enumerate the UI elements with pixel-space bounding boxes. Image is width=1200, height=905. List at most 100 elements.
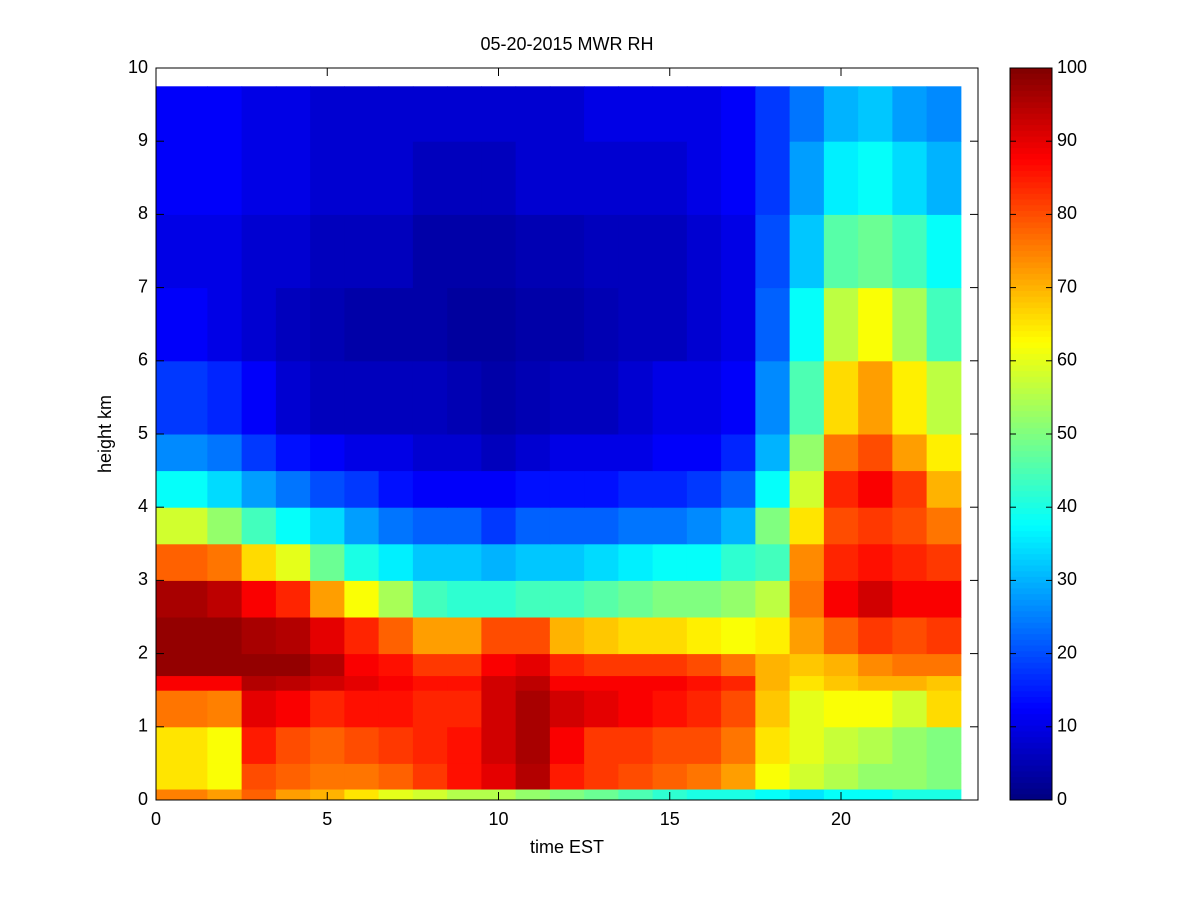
colorbar-step: [1010, 714, 1052, 721]
colorbar-step: [1010, 268, 1052, 275]
heat-cell: [412, 287, 448, 362]
heat-cell: [549, 789, 585, 801]
heat-cell: [652, 726, 688, 764]
heat-cell: [275, 726, 311, 764]
colorbar-step: [1010, 674, 1052, 681]
heat-cell: [721, 543, 756, 581]
heat-cell: [207, 470, 243, 508]
colorbar-step: [1010, 399, 1052, 406]
heat-cell: [686, 214, 722, 289]
colorbar-step: [1010, 342, 1052, 349]
heat-cell: [156, 580, 208, 618]
heat-cell: [412, 675, 448, 691]
colorbar-step: [1010, 645, 1052, 652]
heat-cell: [447, 470, 482, 508]
heat-cell: [549, 675, 585, 691]
heat-cell: [378, 214, 414, 289]
heat-cell: [926, 86, 962, 142]
heat-cell: [823, 763, 859, 790]
heat-cell: [618, 360, 654, 435]
y-tick-label: 4: [138, 496, 148, 516]
colorbar-step: [1010, 628, 1052, 635]
heat-cell: [584, 580, 619, 618]
colorbar-step: [1010, 445, 1052, 452]
heat-cell: [858, 789, 893, 801]
colorbar-step: [1010, 456, 1052, 464]
heat-cell: [241, 470, 277, 508]
heat-cell: [789, 86, 825, 142]
heat-cell: [721, 287, 756, 362]
heat-cell: [207, 690, 243, 728]
heat-cell: [584, 214, 619, 289]
heat-cell: [275, 617, 311, 655]
colorbar-step: [1010, 485, 1052, 492]
heat-cell: [823, 653, 859, 677]
heat-cell: [721, 86, 756, 142]
colorbar-step: [1010, 576, 1052, 584]
colorbar-step: [1010, 90, 1052, 98]
heat-cell: [549, 360, 585, 435]
colorbar-step: [1010, 176, 1052, 183]
heat-cell: [447, 617, 482, 655]
heat-cell: [207, 617, 243, 655]
heat-cell: [618, 507, 654, 545]
heat-cell: [447, 580, 482, 618]
colorbar-step: [1010, 245, 1052, 252]
heat-cell: [823, 675, 859, 691]
heat-cell: [823, 470, 859, 508]
heat-cell: [858, 763, 893, 790]
heat-cell: [652, 675, 688, 691]
heat-cell: [156, 86, 208, 142]
heat-cell: [652, 470, 688, 508]
colorbar-step: [1010, 536, 1052, 544]
heat-cell: [515, 141, 551, 215]
colorbar-step: [1010, 794, 1052, 801]
heat-cell: [652, 617, 688, 655]
colorbar-step: [1010, 228, 1052, 235]
heat-cell: [275, 507, 311, 545]
colorbar-step: [1010, 348, 1052, 355]
heat-cell: [892, 726, 928, 764]
heat-cell: [207, 580, 243, 618]
heat-cell: [207, 287, 243, 362]
heat-cell: [823, 507, 859, 545]
heat-cell: [652, 214, 688, 289]
colorbar-step: [1010, 68, 1052, 75]
colorbar-step: [1010, 782, 1052, 790]
heat-cell: [584, 434, 619, 472]
colorbar-step: [1010, 159, 1052, 166]
colorbar-step: [1010, 205, 1052, 212]
heat-cell: [789, 141, 825, 215]
heat-cell: [823, 726, 859, 764]
y-tick-label: 0: [138, 789, 148, 809]
heat-cell: [378, 789, 414, 801]
colorbar-step: [1010, 617, 1052, 624]
heat-cell: [447, 690, 482, 728]
heat-cell: [378, 580, 414, 618]
heat-cell: [207, 789, 243, 801]
heat-cell: [447, 214, 482, 289]
heat-cell: [378, 470, 414, 508]
colorbar-step: [1010, 188, 1052, 195]
heat-cell: [156, 360, 208, 435]
y-tick-label: 1: [138, 716, 148, 736]
heat-cell: [618, 726, 654, 764]
heat-cell: [926, 214, 962, 289]
heat-cell: [481, 675, 517, 691]
colorbar-step: [1010, 130, 1052, 138]
colorbar-step: [1010, 742, 1052, 750]
heat-cell: [156, 543, 208, 581]
colorbar-step: [1010, 594, 1052, 601]
colorbar-step: [1010, 611, 1052, 618]
heat-cell: [241, 690, 277, 728]
heat-cell: [515, 617, 551, 655]
heat-cell: [156, 653, 208, 677]
colorbar-step: [1010, 308, 1052, 315]
heat-cell: [618, 470, 654, 508]
colorbar-step: [1010, 582, 1052, 589]
heat-cell: [412, 690, 448, 728]
heat-cell: [481, 543, 517, 581]
colorbar-step: [1010, 502, 1052, 509]
heat-cell: [652, 580, 688, 618]
heat-cell: [549, 763, 585, 790]
